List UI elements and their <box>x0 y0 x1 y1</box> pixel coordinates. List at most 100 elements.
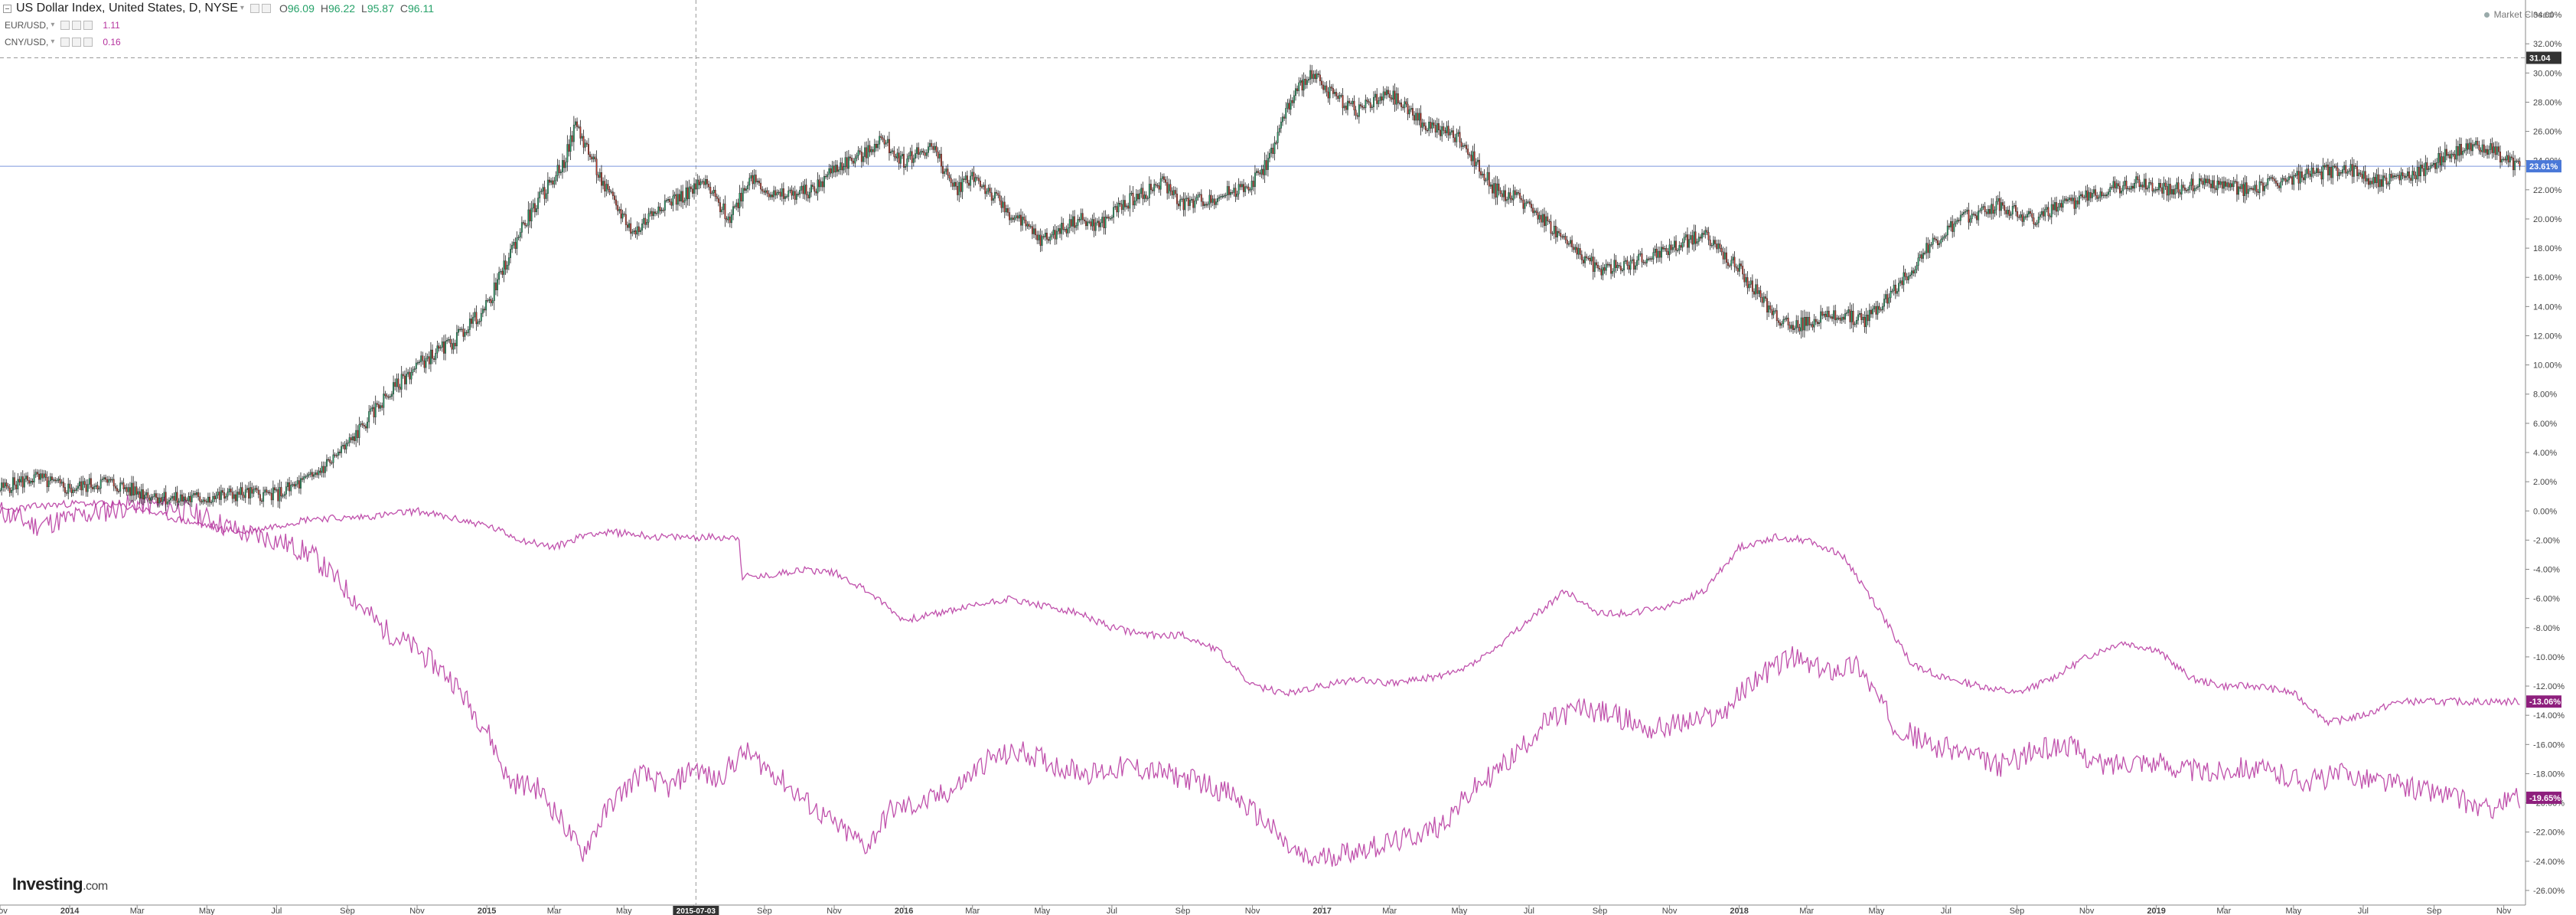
candle-body <box>1891 290 1893 292</box>
candle-body <box>563 160 566 168</box>
candle-body <box>2180 185 2183 194</box>
candle <box>2255 180 2258 197</box>
last-value-cnyusd-bg <box>2526 791 2561 804</box>
candle-body <box>51 476 53 480</box>
candle <box>455 325 458 354</box>
candle-body <box>452 342 455 350</box>
candle-body <box>2251 188 2252 190</box>
candle-body <box>2284 178 2287 182</box>
compare-row-eurusd[interactable]: EUR/USD, ▾ 1.11 <box>0 17 434 34</box>
candle-body <box>947 168 949 176</box>
candle <box>2467 139 2469 154</box>
candle <box>116 485 118 495</box>
close-icon[interactable] <box>83 21 93 30</box>
candle-body <box>1459 132 1461 142</box>
y-axis[interactable]: 34.00%32.00%30.00%28.00%26.00%24.00%22.0… <box>2525 11 2565 896</box>
x-tick-label: Mar <box>965 907 980 915</box>
compare-row-cnyusd[interactable]: CNY/USD, ▾ 0.16 <box>0 34 434 51</box>
candle <box>1802 310 1804 338</box>
chart-legend: US Dollar Index, United States, D, NYSE … <box>0 0 434 51</box>
candle-body <box>1597 264 1599 269</box>
candle <box>51 473 53 484</box>
candle <box>2316 164 2317 177</box>
collapse-icon[interactable] <box>3 4 11 13</box>
candle <box>1322 80 1325 94</box>
candle <box>1149 179 1152 194</box>
candle-body <box>1075 225 1078 228</box>
visibility-icon[interactable] <box>60 21 70 30</box>
candle-body <box>287 482 289 487</box>
chevron-down-icon[interactable]: ▾ <box>240 4 244 12</box>
candle <box>2011 201 2014 220</box>
candle-body <box>1890 291 1892 299</box>
candle-body <box>2514 160 2516 171</box>
candle-body <box>148 498 151 501</box>
y-tick-label: 0.00% <box>2533 507 2557 516</box>
candle <box>2073 191 2075 215</box>
candle-body <box>885 142 887 145</box>
candle-body <box>79 481 81 487</box>
candle <box>1081 208 1084 225</box>
main-symbol-title[interactable]: US Dollar Index, United States, D, NYSE <box>16 2 238 15</box>
candle <box>181 489 183 506</box>
candle <box>2122 181 2124 195</box>
candle <box>1033 224 1035 239</box>
x-axis[interactable]: Nov2014MarMayJulSepNov2015MarMayJulSepNo… <box>0 905 2512 915</box>
candle <box>2441 151 2443 172</box>
candle-body <box>1942 237 1944 240</box>
settings-icon[interactable] <box>72 38 82 47</box>
candle-body <box>2096 195 2098 199</box>
candle-body <box>1911 270 1913 276</box>
chevron-down-icon[interactable]: ▾ <box>51 38 55 46</box>
candle <box>628 219 631 232</box>
candle-body <box>742 188 744 201</box>
candle-body <box>329 459 331 463</box>
candle-body <box>485 299 487 311</box>
candle <box>1600 264 1603 280</box>
settings-icon[interactable] <box>249 4 259 13</box>
candle <box>1772 307 1775 319</box>
candle <box>2433 160 2434 168</box>
close-icon[interactable] <box>83 38 93 47</box>
candle <box>41 469 44 482</box>
candle <box>27 472 29 485</box>
chevron-down-icon[interactable]: ▾ <box>51 21 55 29</box>
candle <box>854 154 856 168</box>
candle <box>1244 182 1247 197</box>
candle-body <box>2424 162 2427 176</box>
candle-body <box>2368 178 2369 185</box>
compare-symbol[interactable]: CNY/USD, <box>5 37 49 47</box>
candle-body <box>2193 188 2196 191</box>
candle <box>1350 100 1352 106</box>
candle-body <box>2073 198 2075 209</box>
visibility-icon[interactable] <box>60 38 70 47</box>
candle-body <box>611 191 614 196</box>
candle <box>1269 149 1270 163</box>
candle-body <box>144 495 146 500</box>
settings-icon[interactable] <box>72 21 82 30</box>
candle-body <box>1324 85 1326 90</box>
candle <box>753 168 755 190</box>
candle-body <box>618 209 621 211</box>
candle <box>1717 239 1720 253</box>
candle-body <box>712 190 715 194</box>
close-icon[interactable] <box>261 4 271 13</box>
candle <box>739 185 741 217</box>
candle <box>1371 104 1373 111</box>
y-tick-label: -6.00% <box>2533 595 2560 604</box>
candle-body <box>922 151 924 153</box>
candle-body <box>2506 155 2508 161</box>
candle-body <box>2468 142 2470 150</box>
candle-body <box>2041 211 2043 215</box>
x-tick-label: Mar <box>130 907 145 915</box>
candle-body <box>1751 280 1753 292</box>
candle <box>862 152 864 166</box>
candle-body <box>981 186 983 188</box>
candle-body <box>794 191 796 200</box>
candle-body <box>1668 244 1671 255</box>
compare-symbol[interactable]: EUR/USD, <box>5 20 49 31</box>
main-series-row[interactable]: US Dollar Index, United States, D, NYSE … <box>0 0 434 17</box>
candle <box>1870 306 1872 318</box>
candle-body <box>778 191 780 194</box>
